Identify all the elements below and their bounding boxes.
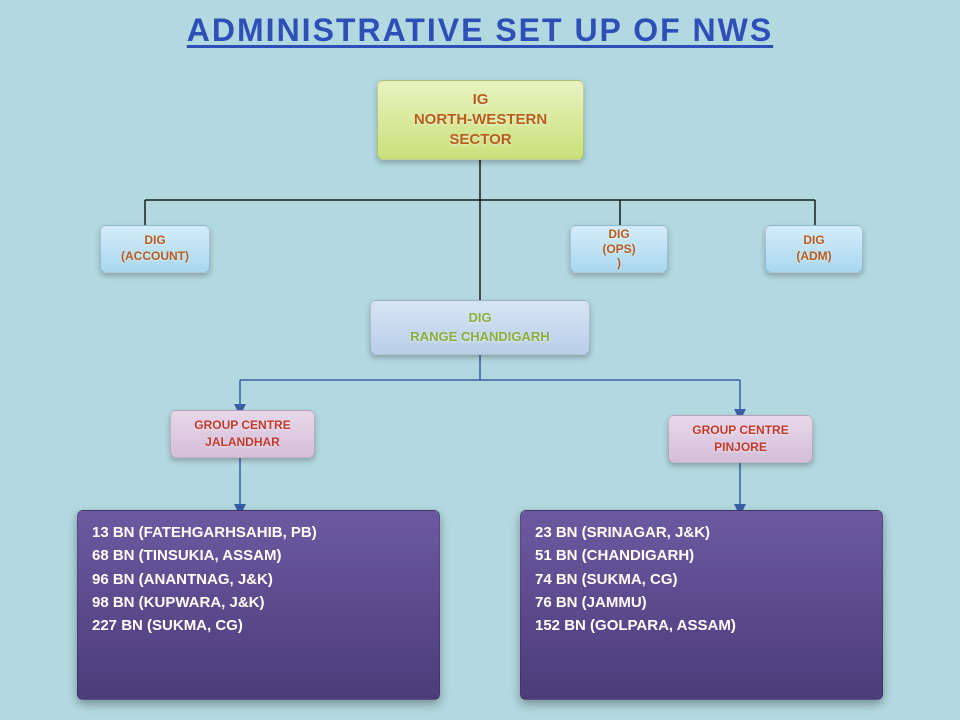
bn-right-item: 152 BN (GOLPARA, ASSAM) [535, 614, 736, 637]
page-title: ADMINISTRATIVE SET UP OF NWS [0, 0, 960, 49]
dig-range-line2: RANGE CHANDIGARH [410, 328, 549, 346]
bn-left-item: 13 BN (FATEHGARHSAHIB, PB) [92, 521, 317, 544]
dig-range-line1: DIG [468, 309, 491, 327]
ig-line2: NORTH-WESTERN [414, 110, 547, 130]
bn-right-item: 76 BN (JAMMU) [535, 591, 647, 614]
bn-left-item: 227 BN (SUKMA, CG) [92, 614, 243, 637]
dig-account-line2: (ACCOUNT) [121, 249, 189, 265]
node-dig-ops: DIG (OPS) ) [570, 225, 668, 273]
gc-jalandhar-line2: JALANDHAR [205, 434, 280, 451]
dig-account-line1: DIG [144, 233, 165, 249]
gc-pinjore-line2: PINJORE [714, 439, 767, 456]
bn-right-item: 51 BN (CHANDIGARH) [535, 544, 694, 567]
bn-left-item: 98 BN (KUPWARA, J&K) [92, 591, 265, 614]
node-dig-account: DIG (ACCOUNT) [100, 225, 210, 273]
node-dig-adm: DIG (ADM) [765, 225, 863, 273]
ig-line3: SECTOR [449, 130, 511, 150]
dig-ops-line1: DIG [608, 227, 629, 243]
node-dig-range: DIG RANGE CHANDIGARH [370, 300, 590, 355]
node-bn-right: 23 BN (SRINAGAR, J&K) 51 BN (CHANDIGARH)… [520, 510, 883, 700]
title-text: ADMINISTRATIVE SET UP OF NWS [187, 12, 773, 48]
bn-right-item: 23 BN (SRINAGAR, J&K) [535, 521, 710, 544]
dig-adm-line1: DIG [803, 233, 824, 249]
dig-ops-line3: ) [617, 256, 621, 272]
bn-right-item: 74 BN (SUKMA, CG) [535, 568, 678, 591]
node-gc-pinjore: GROUP CENTRE PINJORE [668, 415, 813, 463]
node-gc-jalandhar: GROUP CENTRE JALANDHAR [170, 410, 315, 458]
bn-left-item: 96 BN (ANANTNAG, J&K) [92, 568, 273, 591]
ig-line1: IG [473, 90, 489, 110]
gc-jalandhar-line1: GROUP CENTRE [194, 417, 290, 434]
node-ig: IG NORTH-WESTERN SECTOR [377, 80, 584, 160]
bn-left-item: 68 BN (TINSUKIA, ASSAM) [92, 544, 281, 567]
node-bn-left: 13 BN (FATEHGARHSAHIB, PB) 68 BN (TINSUK… [77, 510, 440, 700]
dig-adm-line2: (ADM) [796, 249, 831, 265]
gc-pinjore-line1: GROUP CENTRE [692, 422, 788, 439]
